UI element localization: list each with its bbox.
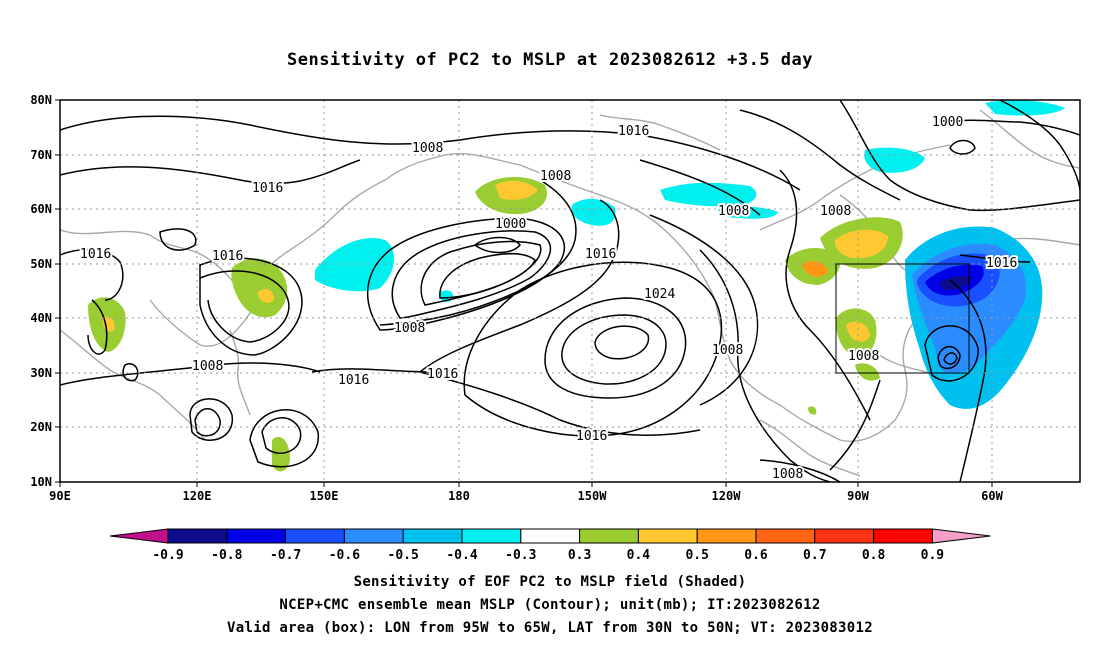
colorbar-label: 0.8 bbox=[862, 548, 886, 563]
lon-label: 60W bbox=[981, 489, 1003, 503]
contour-label: 1008 bbox=[540, 169, 571, 184]
lat-label: 20N bbox=[30, 420, 52, 434]
negative-region bbox=[935, 342, 968, 374]
lon-label: 150E bbox=[310, 489, 339, 503]
caption-valid-area: Valid area (box): LON from 95W to 65W, L… bbox=[227, 620, 873, 636]
contour-label: 1016 bbox=[585, 247, 616, 262]
contour-label: 1008 bbox=[772, 467, 803, 482]
positive-region bbox=[834, 229, 888, 259]
contour-label: 1016 bbox=[80, 247, 111, 262]
colorbar-label: 0.4 bbox=[627, 548, 651, 563]
positive-region bbox=[231, 258, 288, 318]
lon-label: 90W bbox=[847, 489, 869, 503]
tick-marks bbox=[55, 99, 993, 487]
contour-label: 1008 bbox=[718, 204, 749, 219]
mslp-contours bbox=[60, 100, 1080, 482]
colorbar-label: 0.6 bbox=[744, 548, 768, 563]
colorbar-label: 0.9 bbox=[921, 548, 944, 563]
caption-shading: Sensitivity of EOF PC2 to MSLP field (Sh… bbox=[353, 574, 747, 590]
contour-label: 1008 bbox=[848, 349, 879, 364]
longitude-labels: 90E 120E 150E 180 150W 120W 90W 60W bbox=[49, 489, 1003, 503]
contour-label: 1016 bbox=[427, 367, 458, 382]
lat-label: 50N bbox=[30, 257, 52, 271]
colorbar-label: -0.6 bbox=[329, 548, 360, 563]
colorbar: -0.9 -0.8 -0.7 -0.6 -0.5 -0.4 -0.3 0.3 0.4 0.5 0.6… bbox=[109, 528, 991, 563]
negative-region bbox=[938, 276, 972, 290]
positive-region bbox=[495, 180, 538, 200]
negative-region bbox=[718, 206, 778, 219]
positive-region bbox=[258, 289, 275, 303]
colorbar-segment bbox=[696, 528, 757, 544]
colorbar-segment bbox=[402, 528, 463, 544]
plot-frame bbox=[59, 99, 1081, 483]
negative-region bbox=[571, 198, 616, 226]
contour-label: 1016 bbox=[576, 429, 607, 444]
negative-region bbox=[985, 100, 1065, 116]
contour-label: 1008 bbox=[712, 343, 743, 358]
positive-region bbox=[855, 363, 880, 381]
colorbar-segment bbox=[873, 528, 933, 544]
colorbar-label: -0.4 bbox=[446, 548, 477, 563]
contour-label: 1016 bbox=[986, 256, 1017, 271]
lat-lon-grid bbox=[60, 100, 1080, 482]
colorbar-segment bbox=[755, 528, 816, 544]
lat-label: 80N bbox=[30, 93, 52, 107]
lat-label: 70N bbox=[30, 148, 52, 162]
colorbar-label: 0.5 bbox=[685, 548, 708, 563]
colorbar-label: 0.7 bbox=[803, 548, 826, 563]
lon-label: 90E bbox=[49, 489, 71, 503]
contour-label: 1008 bbox=[192, 359, 223, 374]
lon-label: 120E bbox=[183, 489, 212, 503]
colorbar-label: -0.8 bbox=[211, 548, 242, 563]
positive-region bbox=[846, 321, 870, 342]
colorbar-label: -0.3 bbox=[505, 548, 536, 563]
colorbar-label: -0.5 bbox=[388, 548, 419, 563]
contour-label: 1008 bbox=[820, 204, 851, 219]
contour-label: 1016 bbox=[212, 249, 243, 264]
lon-label: 150W bbox=[578, 489, 608, 503]
lon-label: 120W bbox=[712, 489, 742, 503]
valid-area-box bbox=[835, 263, 970, 374]
colorbar-segment bbox=[285, 528, 345, 544]
colorbar-segment bbox=[226, 528, 287, 544]
colorbar-segment bbox=[637, 528, 698, 544]
contour-label: 1000 bbox=[932, 115, 963, 130]
lat-label: 10N bbox=[30, 475, 52, 489]
negative-region bbox=[315, 238, 395, 292]
colorbar-low-extension bbox=[109, 528, 169, 544]
colorbar-segment bbox=[814, 528, 875, 544]
lat-label: 30N bbox=[30, 366, 52, 380]
lon-label: 180 bbox=[448, 489, 470, 503]
contour-label: 1008 bbox=[412, 141, 443, 156]
colorbar-high-extension bbox=[931, 528, 991, 544]
contour-label: 1000 bbox=[495, 217, 526, 232]
contour-label: 1024 bbox=[644, 287, 675, 302]
colorbar-segment bbox=[343, 528, 404, 544]
positive-region bbox=[272, 436, 290, 472]
contour-label: 1008 bbox=[394, 321, 425, 336]
lat-label: 60N bbox=[30, 202, 52, 216]
colorbar-segment bbox=[461, 528, 522, 544]
colorbar-segment bbox=[579, 528, 639, 544]
colorbar-segment bbox=[167, 528, 228, 544]
caption-contours: NCEP+CMC ensemble mean MSLP (Contour); u… bbox=[279, 597, 821, 613]
contour-label: 1016 bbox=[618, 124, 649, 139]
colorbar-segment bbox=[520, 528, 581, 544]
colorbar-label: -0.7 bbox=[270, 548, 301, 563]
map-title: Sensitivity of PC2 to MSLP at 2023082612… bbox=[286, 50, 813, 70]
positive-region bbox=[802, 261, 828, 277]
contour-label: 1016 bbox=[338, 373, 369, 388]
contour-label: 1016 bbox=[252, 181, 283, 196]
lat-label: 40N bbox=[30, 311, 52, 325]
negative-region bbox=[660, 182, 757, 207]
colorbar-label: 0.3 bbox=[568, 548, 591, 563]
colorbar-label: -0.9 bbox=[152, 548, 183, 563]
contour-labels: 1008 1016 1008 1016 1016 1016 1008 1008 … bbox=[78, 113, 1019, 482]
positive-region bbox=[808, 406, 817, 415]
latitude-labels: 80N 70N 60N 50N 40N 30N 20N 10N bbox=[30, 93, 52, 489]
